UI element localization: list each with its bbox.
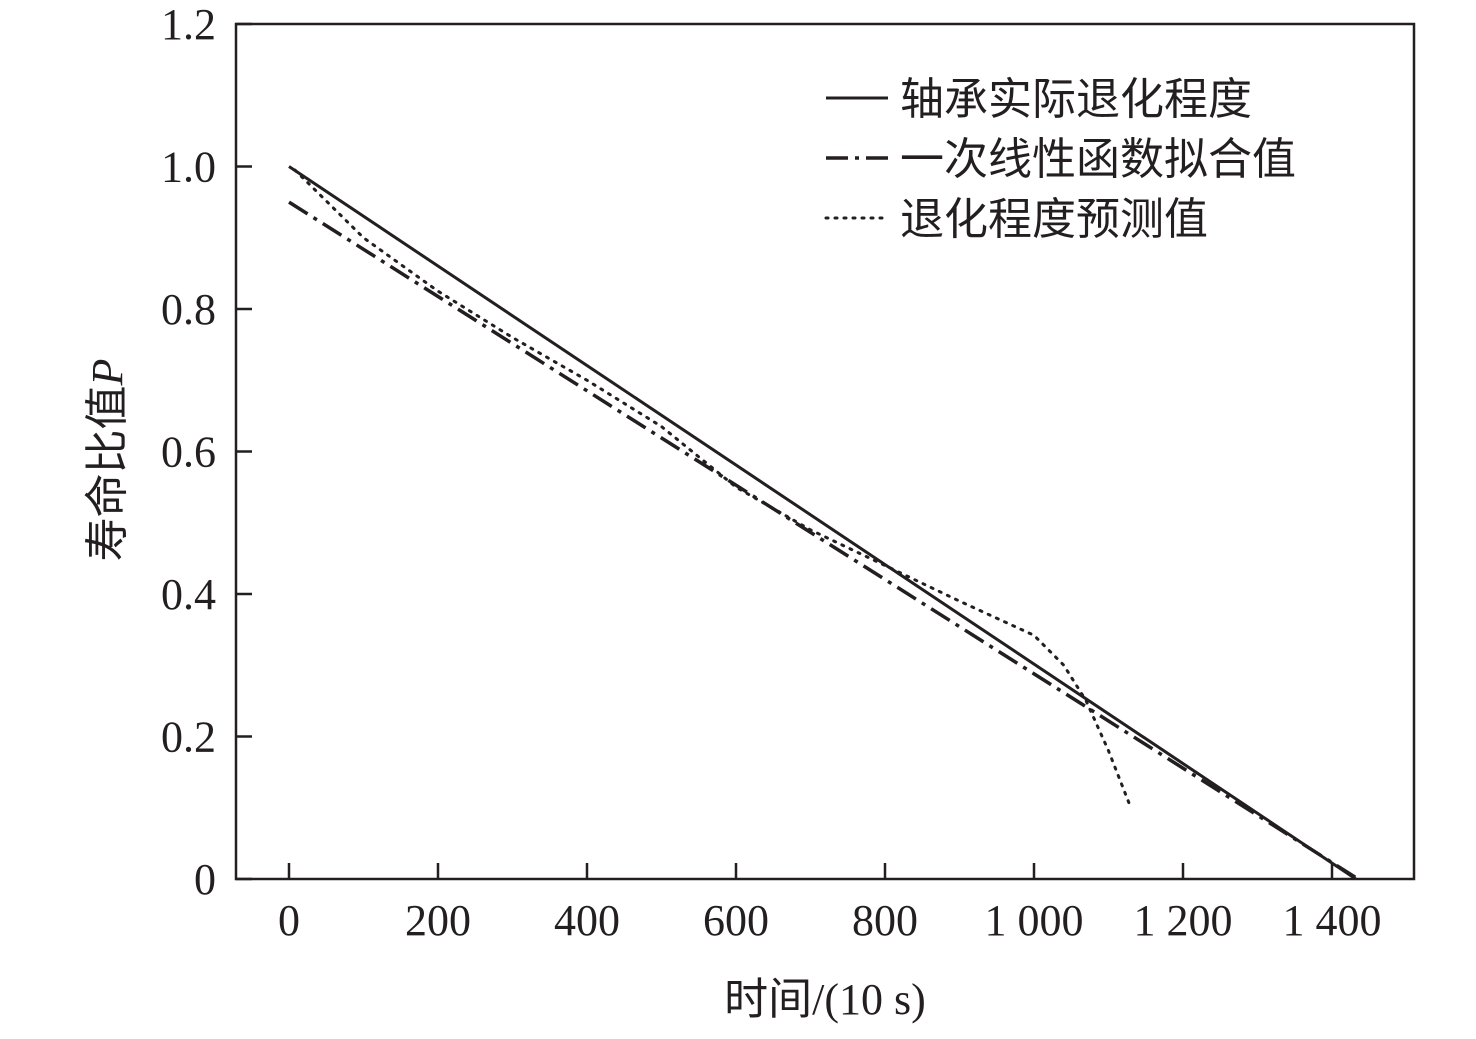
- axes: 0 200 400 600 800 1 000 1 200 1 400 0 0.2 0.4 0.6 0.…: [161, 0, 1416, 945]
- legend-label-2: 一次线性函数拟合值: [900, 135, 1296, 184]
- x-tick-label: 400: [554, 896, 620, 945]
- series-group: [288, 165, 1360, 881]
- y-tick-label: 0.2: [161, 713, 216, 762]
- x-tick-label: 0: [278, 896, 300, 945]
- y-tick-label: 1.2: [161, 0, 216, 49]
- x-axis-label: 时间/(10 s): [724, 975, 926, 1024]
- x-tick-label: 1 400: [1283, 896, 1382, 945]
- series-line-3: [293, 168, 1133, 810]
- y-axis-label-group: 寿命比值P: [83, 359, 132, 562]
- y-axis-label-text: 寿命比值: [83, 385, 132, 561]
- x-tick-label: 600: [703, 896, 769, 945]
- legend-label-1: 轴承实际退化程度: [900, 75, 1252, 124]
- x-tick-label: 1 000: [985, 896, 1084, 945]
- series-line-1: [288, 165, 1357, 881]
- y-tick-label: 1.0: [161, 143, 216, 192]
- x-tick-label: 800: [852, 896, 918, 945]
- y-axis-label-symbol: P: [83, 359, 132, 387]
- x-tick-label: 200: [405, 896, 471, 945]
- x-tick-label: 1 200: [1134, 896, 1233, 945]
- legend-label-3: 退化程度预测值: [900, 195, 1208, 244]
- y-tick-label: 0.4: [161, 570, 216, 619]
- y-axis-label: 寿命比值P: [83, 359, 132, 562]
- y-tick-label: 0.6: [161, 428, 216, 477]
- y-tick-label: 0.8: [161, 285, 216, 334]
- series-line-2: [288, 200, 1360, 881]
- y-tick-label: 0: [194, 855, 216, 904]
